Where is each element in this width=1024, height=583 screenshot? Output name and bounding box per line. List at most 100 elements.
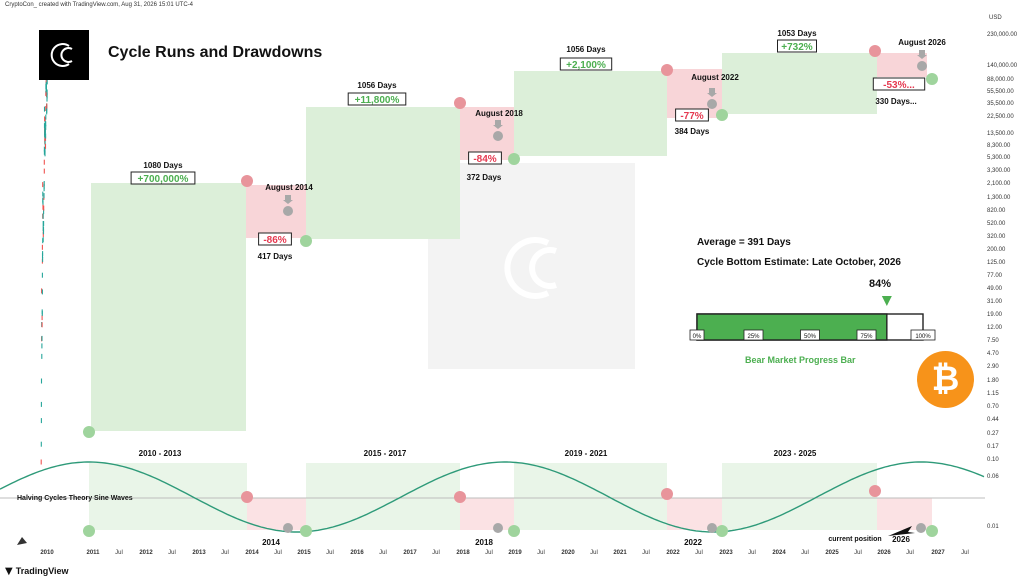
cycle-bottom-marker bbox=[300, 235, 312, 247]
run-box bbox=[306, 107, 460, 239]
halving-label: Halving Cycles Theory Sine Waves bbox=[17, 495, 133, 502]
sine-top-marker bbox=[661, 488, 673, 500]
drawdown-drop-box bbox=[468, 151, 502, 165]
sine-bottom-marker bbox=[508, 525, 520, 537]
sine-top-marker bbox=[454, 491, 466, 503]
sine-bottom-marker bbox=[300, 525, 312, 537]
drawdown-drop-box bbox=[258, 232, 292, 246]
sine-wave bbox=[0, 461, 985, 533]
x-tick-label: 2024 bbox=[772, 550, 786, 556]
sine-up-zone bbox=[306, 463, 460, 530]
run-days-label: 1056 Days bbox=[566, 45, 606, 54]
progress-tick-label: 100% bbox=[915, 334, 931, 340]
drawdown-drop-label: -53%... bbox=[883, 80, 915, 91]
x-tick-label: Jul bbox=[326, 550, 334, 556]
sine-midpoint-marker bbox=[916, 523, 926, 533]
drawdown-days-label: 417 Days bbox=[258, 252, 293, 261]
y-tick-label: 0.06 bbox=[987, 474, 999, 480]
sine-cycle-label: 2018 bbox=[475, 538, 493, 547]
progress-percent: 84% bbox=[869, 278, 892, 290]
sine-top-marker bbox=[869, 485, 881, 497]
y-tick-label: 0.44 bbox=[987, 417, 999, 423]
sine-cycle-label: 2023 - 2025 bbox=[774, 449, 817, 458]
x-tick-label: Jul bbox=[379, 550, 387, 556]
progress-tick-label: 25% bbox=[747, 334, 760, 340]
drawdown-date-label: August 2018 bbox=[475, 109, 523, 118]
y-tick-label: 31.00 bbox=[987, 299, 1003, 305]
y-tick-label: 7.50 bbox=[987, 338, 999, 344]
bitcoin-icon: ₿ bbox=[917, 351, 974, 408]
y-tick-label: 0.01 bbox=[987, 524, 999, 530]
sine-cycle-label: 2014 bbox=[262, 538, 280, 547]
page-title: Cycle Runs and Drawdowns bbox=[108, 44, 323, 61]
currency-label: USD bbox=[989, 15, 1002, 21]
drawdown-date-label: August 2014 bbox=[265, 183, 313, 192]
x-tick-label: Jul bbox=[961, 550, 969, 556]
sine-midpoint-marker bbox=[707, 523, 717, 533]
progress-tick-label: 0% bbox=[693, 334, 702, 340]
halving-midpoint-marker bbox=[493, 131, 503, 141]
drawing-tool-icon bbox=[17, 537, 27, 545]
y-tick-label: 200.00 bbox=[987, 247, 1006, 253]
drawdown-days-label: 384 Days bbox=[675, 127, 710, 136]
run-gain-box bbox=[559, 57, 613, 71]
run-gain-label: +700,000% bbox=[138, 174, 189, 185]
y-tick-label: 140,000.00 bbox=[987, 63, 1018, 69]
y-tick-label: 88,000.00 bbox=[987, 77, 1014, 83]
sine-cycle-label: 2026 bbox=[892, 535, 910, 544]
progress-pointer-icon bbox=[881, 296, 892, 306]
down-arrow-icon bbox=[707, 88, 717, 97]
run-box bbox=[514, 71, 667, 156]
y-tick-label: 2.90 bbox=[987, 364, 999, 370]
cycle-top-marker bbox=[454, 97, 466, 109]
sine-bottom-marker bbox=[926, 525, 938, 537]
y-tick-label: 3,300.00 bbox=[987, 168, 1011, 174]
progress-tick-box bbox=[689, 329, 705, 341]
sine-cycle-label: 2022 bbox=[684, 538, 702, 547]
y-tick-label: 820.00 bbox=[987, 208, 1006, 214]
tradingview-brand[interactable]: ▼ TradingView bbox=[5, 566, 69, 577]
sine-up-zone bbox=[514, 463, 667, 530]
x-tick-label: 2010 bbox=[40, 550, 54, 556]
sine-bottom-marker bbox=[83, 525, 95, 537]
y-tick-label: 12.00 bbox=[987, 325, 1003, 331]
run-days-label: 1053 Days bbox=[777, 29, 817, 38]
x-tick-label: Jul bbox=[432, 550, 440, 556]
x-tick-label: Jul bbox=[906, 550, 914, 556]
y-tick-label: 1.15 bbox=[987, 391, 999, 397]
x-tick-label: Jul bbox=[115, 550, 123, 556]
run-gain-label: +732% bbox=[781, 42, 813, 53]
down-arrow-icon bbox=[493, 120, 503, 129]
x-tick-label: 2015 bbox=[297, 550, 311, 556]
sine-top-marker bbox=[241, 491, 253, 503]
run-gain-box bbox=[130, 171, 196, 185]
y-tick-label: 320.00 bbox=[987, 234, 1006, 240]
x-tick-label: Jul bbox=[221, 550, 229, 556]
drawdown-drop-label: -77% bbox=[680, 111, 703, 122]
y-tick-label: 5,300.00 bbox=[987, 155, 1011, 161]
x-tick-label: Jul bbox=[274, 550, 282, 556]
x-tick-label: Jul bbox=[537, 550, 545, 556]
run-days-label: 1080 Days bbox=[143, 161, 183, 170]
drawdown-drop-box bbox=[872, 77, 926, 91]
y-tick-label: 1.80 bbox=[987, 378, 999, 384]
y-tick-label: 1,300.00 bbox=[987, 195, 1011, 201]
sine-midpoint-marker bbox=[493, 523, 503, 533]
drawdown-drop-box bbox=[675, 108, 709, 122]
current-position-arrow-icon bbox=[888, 526, 915, 536]
cycle-bottom-marker bbox=[508, 153, 520, 165]
y-tick-label: 230,000.00 bbox=[987, 32, 1018, 38]
cryptocon-logo-icon bbox=[39, 30, 89, 80]
progress-caption: Bear Market Progress Bar bbox=[745, 355, 856, 365]
run-gain-box bbox=[777, 39, 817, 53]
price-series bbox=[40, 52, 49, 465]
sine-cycle-label: 2015 - 2017 bbox=[364, 449, 407, 458]
x-tick-label: Jul bbox=[695, 550, 703, 556]
y-tick-label: 0.27 bbox=[987, 431, 999, 437]
drawdown-days-label: 330 Days... bbox=[875, 97, 916, 106]
x-tick-label: Jul bbox=[168, 550, 176, 556]
x-tick-label: 2018 bbox=[456, 550, 470, 556]
sine-up-zone bbox=[89, 463, 247, 530]
y-tick-label: 2,100.00 bbox=[987, 181, 1011, 187]
run-box bbox=[722, 53, 877, 114]
